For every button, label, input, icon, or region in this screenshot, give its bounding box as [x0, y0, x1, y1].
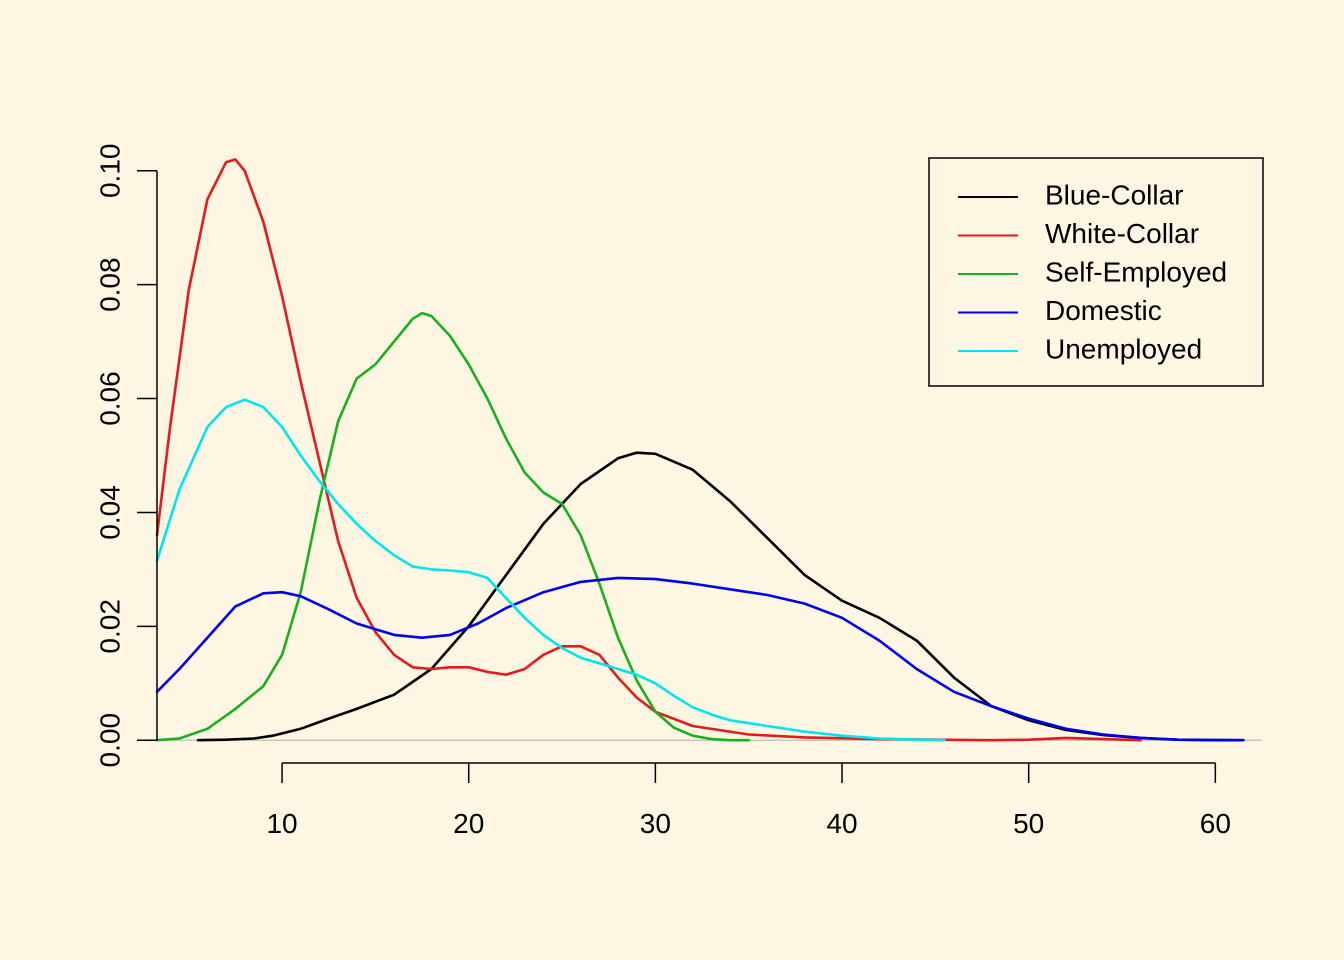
x-tick-label: 10	[266, 808, 297, 839]
y-tick-label: 0.08	[94, 257, 125, 312]
y-tick-label: 0.06	[94, 371, 125, 426]
y-tick-label: 0.10	[94, 144, 125, 199]
y-tick-label: 0.04	[94, 485, 125, 540]
series-line-self-employed	[155, 311, 750, 742]
y-axis: 0.00 0.02 0.04 0.06 0.08 0.10	[94, 144, 158, 768]
y-tick-label: 0.02	[94, 599, 125, 654]
legend-label-blue-collar: Blue-Collar	[1045, 179, 1184, 210]
x-tick-label: 40	[826, 808, 857, 839]
legend-label-unemployed: Unemployed	[1045, 333, 1202, 364]
x-tick-label: 20	[453, 808, 484, 839]
x-tick-label: 50	[1013, 808, 1044, 839]
series-line-unemployed	[155, 398, 946, 742]
series-lines	[155, 158, 1245, 742]
series-line-white-collar	[155, 158, 1142, 742]
legend-box	[928, 157, 1264, 387]
legend: Blue-Collar White-Collar Self-Employed Dome…	[928, 157, 1264, 387]
series-line-domestic	[155, 576, 1245, 742]
legend-label-white-collar: White-Collar	[1045, 218, 1199, 249]
legend-label-self-employed: Self-Employed	[1045, 256, 1227, 287]
legend-label-domestic: Domestic	[1045, 295, 1162, 326]
x-tick-label: 30	[640, 808, 671, 839]
x-tick-label: 60	[1200, 808, 1231, 839]
x-axis: 10 20 30 40 50 60	[266, 762, 1231, 839]
y-tick-label: 0.00	[94, 713, 125, 768]
